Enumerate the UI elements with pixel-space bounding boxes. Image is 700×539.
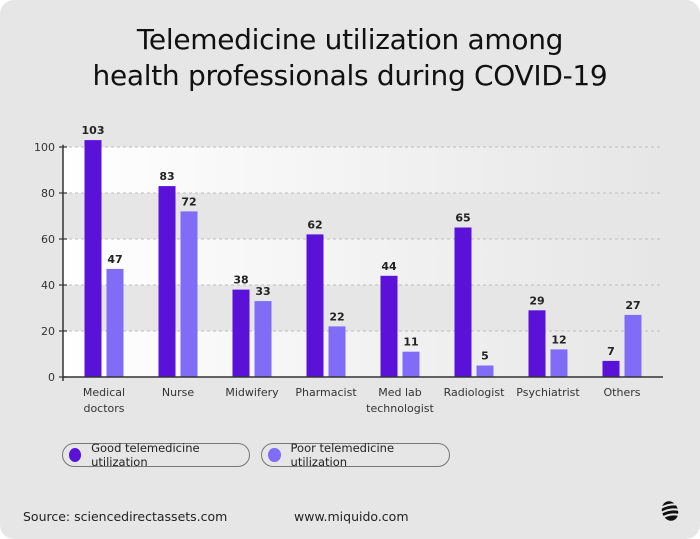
bar-good bbox=[306, 234, 324, 377]
legend-label-good: Good telemedicine utilization bbox=[91, 441, 200, 469]
y-tick-label: 60 bbox=[41, 233, 55, 246]
bar-poor bbox=[254, 301, 272, 377]
bar-good bbox=[380, 275, 398, 377]
legend-swatch-good bbox=[69, 448, 82, 462]
data-label: 12 bbox=[551, 333, 566, 346]
data-label: 38 bbox=[233, 274, 248, 287]
legend-swatch-poor bbox=[268, 448, 281, 462]
data-label: 7 bbox=[607, 345, 615, 358]
bar-good bbox=[602, 360, 620, 377]
grid-band bbox=[63, 331, 663, 377]
data-label: 103 bbox=[82, 124, 105, 137]
y-tick-label: 40 bbox=[41, 279, 55, 292]
legend-item-poor: Poor telemedicine utilization bbox=[261, 441, 450, 469]
y-tick-label: 20 bbox=[41, 325, 55, 338]
y-tick-label: 80 bbox=[41, 187, 55, 200]
grid-band bbox=[63, 147, 663, 193]
bar-poor bbox=[106, 268, 124, 377]
y-tick-label: 0 bbox=[48, 371, 55, 384]
grid-band bbox=[63, 239, 663, 285]
data-label: 65 bbox=[455, 212, 470, 225]
x-tick-label: Med lab bbox=[378, 386, 422, 399]
data-label: 33 bbox=[255, 285, 270, 298]
source-text: Source: sciencedirectassets.com bbox=[23, 509, 228, 524]
data-label: 44 bbox=[381, 260, 397, 273]
data-label: 47 bbox=[107, 253, 122, 266]
y-tick-label: 100 bbox=[34, 141, 55, 154]
website-link[interactable]: www.miquido.com bbox=[294, 509, 409, 524]
data-label: 62 bbox=[307, 218, 322, 231]
bar-good bbox=[528, 310, 546, 377]
bar-poor bbox=[402, 351, 420, 377]
data-label: 83 bbox=[159, 170, 174, 183]
data-label: 22 bbox=[329, 310, 344, 323]
x-tick-label: Pharmacist bbox=[295, 386, 357, 399]
title-line-1: Telemedicine utilization among bbox=[136, 23, 564, 56]
bar-good bbox=[84, 140, 102, 377]
x-tick-label: Psychiatrist bbox=[516, 386, 580, 399]
legend-item-good: Good telemedicine utilization bbox=[62, 441, 250, 469]
bar-good bbox=[232, 289, 250, 377]
x-tick-label: Radiologist bbox=[444, 386, 505, 399]
x-tick-label: Midwifery bbox=[225, 386, 279, 399]
chart-title: Telemedicine utilization among health pr… bbox=[0, 22, 700, 94]
bar-poor bbox=[550, 349, 568, 377]
data-label: 11 bbox=[403, 336, 418, 349]
bar-poor bbox=[328, 326, 346, 377]
data-label: 5 bbox=[481, 350, 489, 363]
data-label: 29 bbox=[529, 294, 544, 307]
bar-poor bbox=[624, 314, 642, 377]
x-tick-label: doctors bbox=[83, 402, 124, 415]
title-line-2: health professionals during COVID-19 bbox=[92, 59, 608, 92]
bar-poor bbox=[180, 211, 198, 377]
data-label: 27 bbox=[625, 299, 640, 312]
x-tick-label: Others bbox=[604, 386, 641, 399]
x-tick-label: Nurse bbox=[162, 386, 194, 399]
x-tick-label: technologist bbox=[366, 402, 434, 415]
bar-good bbox=[158, 186, 176, 377]
bar-poor bbox=[476, 365, 494, 377]
bar-good bbox=[454, 227, 472, 377]
data-label: 72 bbox=[181, 195, 196, 208]
legend-label-poor: Poor telemedicine utilization bbox=[290, 441, 395, 469]
x-tick-label: Medical bbox=[83, 386, 125, 399]
